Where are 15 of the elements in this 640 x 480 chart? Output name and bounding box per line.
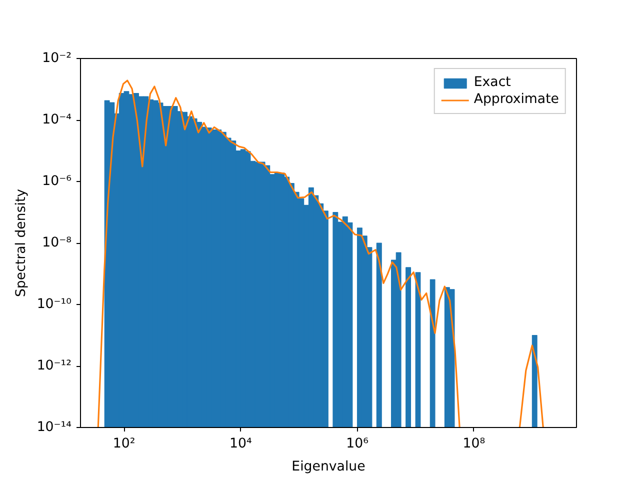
y-tick-label: 10⁻¹² [36,358,72,374]
y-tick-label: 10⁻¹⁴ [36,420,72,435]
y-tick-label: 10⁻⁸ [42,236,72,250]
y-tick-label: 10⁻⁴ [42,112,72,128]
x-tick-label: 10⁶ [346,436,368,452]
legend-label: Approximate [474,92,559,107]
x-axis-title: Eigenvalue [292,460,366,474]
y-tick-label: 10⁻⁶ [42,174,72,189]
x-tick-label: 10⁸ [462,436,486,452]
legend-label: Exact [474,75,511,90]
x-tick-label: 10⁴ [230,436,252,452]
y-axis-title: Spectral density [14,188,29,298]
x-tick-label: 10² [112,436,136,452]
y-tick-label: 10⁻¹⁰ [36,297,72,312]
y-tick-label: 10⁻² [42,51,72,66]
